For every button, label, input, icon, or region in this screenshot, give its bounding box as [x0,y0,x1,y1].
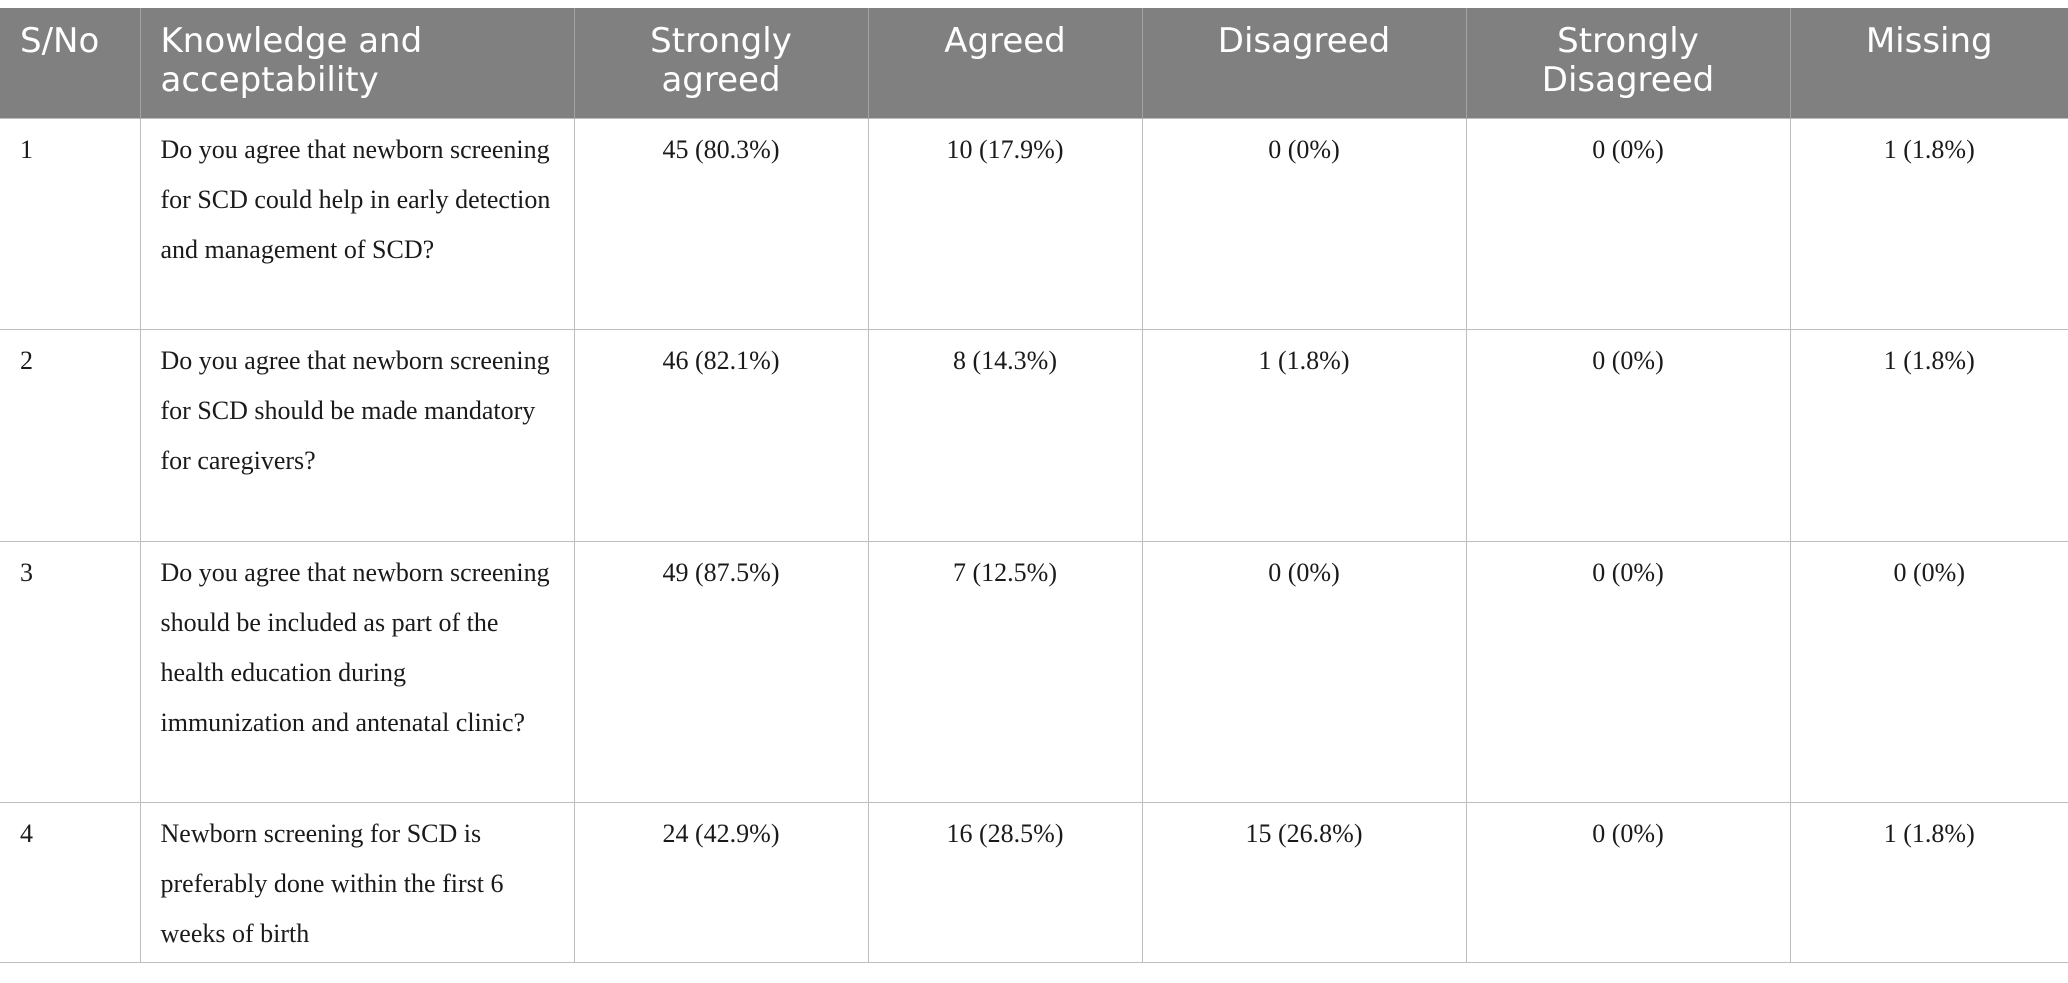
cell-question: Newborn screening for SCD is preferably … [139,801,575,963]
cell-missing: 1 (1.8%) [1789,328,2068,542]
cell-strongly-disagreed: 0 (0%) [1465,117,1791,330]
header-row: S/No Knowledge and acceptability Strongl… [0,8,2068,118]
header-sno: S/No [0,8,141,118]
cell-sno: 1 [0,117,141,330]
table-row: 1 Do you agree that newborn screening fo… [0,117,2068,330]
header-strongly-agreed: Strongly agreed [574,8,869,118]
cell-agreed: 16 (28.5%) [867,801,1143,963]
cell-agreed: 8 (14.3%) [867,328,1143,542]
cell-sno: 2 [0,328,141,542]
cell-strongly-disagreed: 0 (0%) [1465,801,1791,963]
table-row: 2 Do you agree that newborn screening fo… [0,328,2068,542]
cell-missing: 1 (1.8%) [1789,801,2068,963]
survey-table: S/No Knowledge and acceptability Strongl… [0,8,2068,963]
cell-strongly-agreed: 24 (42.9%) [573,801,869,963]
header-strongly-disagreed: Strongly Disagreed [1466,8,1791,118]
cell-question: Do you agree that newborn screening for … [139,328,575,542]
cell-sno: 4 [0,801,141,963]
header-missing: Missing [1790,8,2068,118]
header-agreed: Agreed [868,8,1143,118]
cell-agreed: 7 (12.5%) [867,540,1143,803]
cell-strongly-agreed: 46 (82.1%) [573,328,869,542]
header-knowledge: Knowledge and acceptability [140,8,575,118]
cell-strongly-agreed: 45 (80.3%) [573,117,869,330]
cell-strongly-agreed: 49 (87.5%) [573,540,869,803]
header-disagreed: Disagreed [1142,8,1467,118]
table-row: 3 Do you agree that newborn screening sh… [0,540,2068,803]
cell-disagreed: 0 (0%) [1141,540,1467,803]
cell-strongly-disagreed: 0 (0%) [1465,328,1791,542]
cell-disagreed: 15 (26.8%) [1141,801,1467,963]
cell-sno: 3 [0,540,141,803]
table-row: 4 Newborn screening for SCD is preferabl… [0,801,2068,963]
cell-missing: 0 (0%) [1789,540,2068,803]
cell-agreed: 10 (17.9%) [867,117,1143,330]
cell-missing: 1 (1.8%) [1789,117,2068,330]
cell-question: Do you agree that newborn screening for … [139,117,575,330]
cell-disagreed: 0 (0%) [1141,117,1467,330]
table-header: S/No Knowledge and acceptability Strongl… [0,8,2068,118]
table-body: 1 Do you agree that newborn screening fo… [0,117,2068,963]
cell-disagreed: 1 (1.8%) [1141,328,1467,542]
cell-question: Do you agree that newborn screening shou… [139,540,575,803]
cell-strongly-disagreed: 0 (0%) [1465,540,1791,803]
